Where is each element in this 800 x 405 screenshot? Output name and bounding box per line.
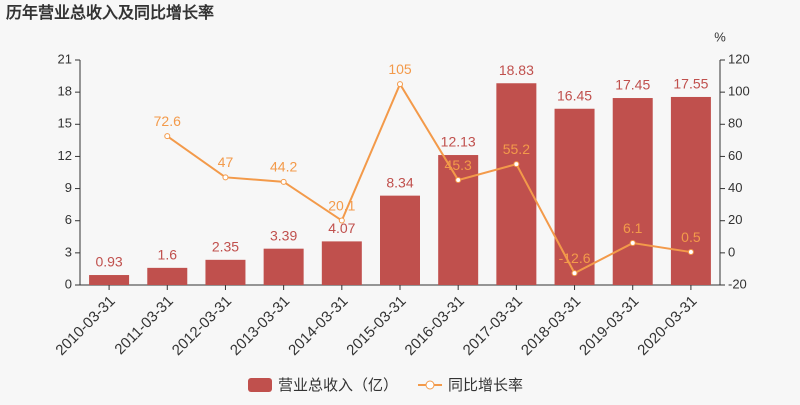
line-value-label: 20.1 (328, 197, 355, 213)
x-tick-label: 2013-03-31 (227, 293, 293, 359)
x-tick-label: 2017-03-31 (460, 293, 526, 359)
line-value-label: 55.2 (503, 141, 530, 157)
y-tick-label: 18 (58, 84, 72, 99)
bar-value-label: 3.39 (270, 227, 297, 243)
legend-label: 同比增长率 (448, 377, 523, 394)
bar-value-label: 1.6 (158, 247, 178, 263)
bar-value-label: 17.55 (673, 76, 708, 92)
bar (438, 155, 479, 285)
x-tick-label: 2015-03-31 (343, 293, 409, 359)
y2-tick-label: 60 (728, 148, 742, 163)
bar-value-label: 16.45 (557, 87, 592, 103)
x-tick-label: 2018-03-31 (518, 293, 584, 359)
bar-value-label: 2.35 (212, 239, 239, 255)
bar-value-label: 0.93 (95, 254, 122, 270)
line-point (280, 178, 287, 185)
y2-tick-label: -20 (728, 276, 747, 291)
line-value-label: 6.1 (623, 220, 643, 236)
y-tick-label: 12 (58, 148, 72, 163)
bar-value-label: 12.13 (441, 134, 476, 150)
bar (554, 108, 595, 285)
y2-unit: % (714, 29, 726, 44)
y-tick-label: 0 (65, 276, 72, 291)
bar (496, 83, 537, 285)
line-value-label: 105 (388, 61, 412, 77)
line-value-label: 47 (218, 154, 234, 170)
y2-tick-label: 120 (728, 51, 750, 66)
line-value-label: 72.6 (154, 113, 181, 129)
line-point (687, 249, 694, 256)
line-value-label: 0.5 (681, 229, 701, 245)
chart-title: 历年营业总收入及同比增长率 (6, 3, 214, 22)
bar-value-label: 18.83 (499, 62, 534, 78)
bar (612, 98, 653, 286)
bar (321, 241, 362, 285)
x-tick-label: 2014-03-31 (285, 293, 351, 359)
line-point (338, 217, 345, 224)
bar-value-label: 17.45 (615, 77, 650, 93)
bar (205, 259, 246, 285)
bar (263, 248, 304, 285)
legend-swatch (248, 378, 272, 392)
y-tick-label: 15 (58, 116, 72, 131)
legend-label: 营业总收入（亿） (278, 377, 398, 394)
y2-tick-label: 40 (728, 180, 742, 195)
line-value-label: -12.6 (559, 250, 591, 266)
line (166, 81, 692, 275)
line-point (455, 177, 462, 184)
x-tick-label: 2019-03-31 (576, 293, 642, 359)
bar (147, 267, 188, 285)
x-tick-label: 2012-03-31 (169, 293, 235, 359)
line-point (571, 270, 578, 277)
line-point (164, 133, 171, 140)
bar-value-label: 8.34 (386, 174, 413, 190)
y-tick-label: 3 (65, 244, 72, 259)
line-point (629, 240, 636, 247)
line-point (222, 174, 229, 181)
line-point (513, 161, 520, 168)
y2-tick-label: 0 (728, 244, 735, 259)
bar (670, 96, 711, 285)
y-tick-label: 21 (58, 51, 72, 66)
x-tick-label: 2016-03-31 (402, 293, 468, 359)
bar (89, 275, 130, 285)
x-tick-label: 2010-03-31 (52, 293, 118, 359)
y2-tick-label: 80 (728, 116, 742, 131)
bar (380, 195, 420, 285)
y2-tick-label: 100 (728, 84, 750, 99)
x-tick-label: 2011-03-31 (111, 293, 176, 358)
bar-value-label: 4.07 (328, 220, 355, 236)
line-value-label: 45.3 (445, 157, 472, 173)
line-point (397, 81, 403, 88)
y-tick-label: 6 (65, 212, 72, 227)
x-tick-label: 2020-03-31 (634, 293, 700, 359)
y-tick-label: 9 (65, 180, 72, 195)
legend-swatch (425, 380, 435, 390)
y2-tick-label: 20 (728, 212, 742, 227)
line-value-label: 44.2 (270, 159, 297, 175)
